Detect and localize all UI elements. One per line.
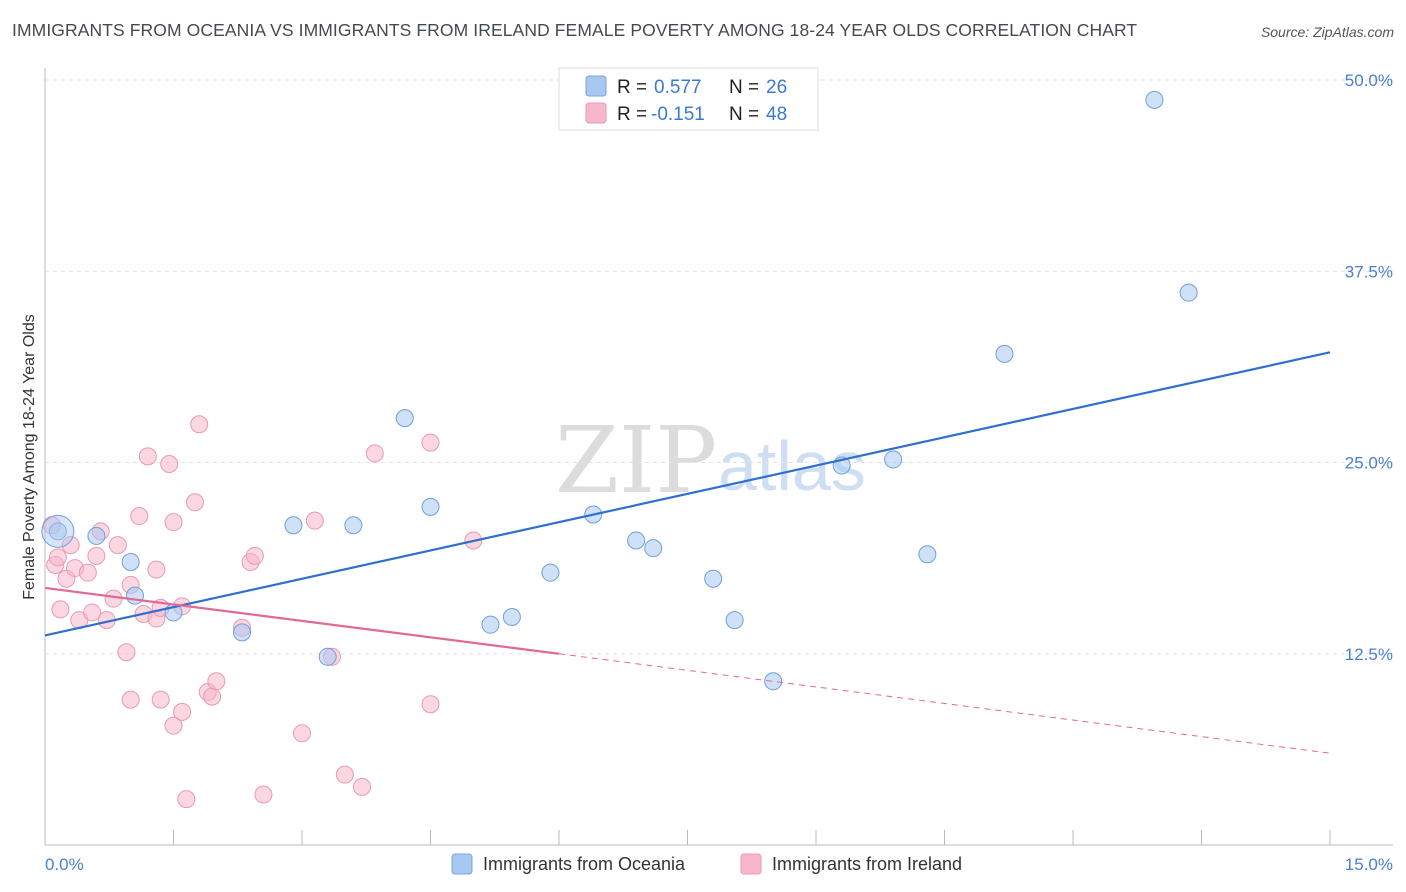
ireland-point [245, 546, 264, 565]
x-tick-label-max: 15.0% [1345, 855, 1393, 874]
oceania-point [725, 611, 744, 630]
oceania-point [284, 516, 303, 535]
oceania-point [644, 539, 663, 558]
y-tick-label: 50.0% [1345, 71, 1393, 90]
trend-lines [44, 351, 1331, 754]
legend-oceania-r-value: 0.577 [654, 77, 702, 98]
watermark-zip: ZIP [555, 407, 717, 514]
legend-oceania-n-label: N = [729, 77, 759, 98]
ireland-point [335, 765, 354, 784]
legend-ireland-n-label: N = [729, 104, 759, 125]
chart-title: IMMIGRANTS FROM OCEANIA VS IMMIGRANTS FR… [12, 20, 1138, 40]
legend-swatch-oceania [585, 75, 607, 97]
source-label: Source: ZipAtlas.com [1260, 24, 1394, 40]
ireland-point [160, 455, 179, 474]
oceania-trend-line [44, 351, 1331, 637]
ireland-point [48, 548, 67, 567]
legend-ireland-r-value: -0.151 [651, 104, 705, 125]
x-ticks [44, 830, 1331, 845]
ireland-point [164, 513, 183, 532]
oceania-point [233, 623, 252, 642]
legend-oceania-r-label: R = [617, 77, 647, 98]
ireland-point [164, 716, 183, 735]
y-tick-label: 12.5% [1345, 645, 1393, 664]
x-tick-label-min: 0.0% [45, 855, 84, 874]
oceania-points [41, 90, 1198, 691]
oceania-point [541, 563, 560, 582]
legend-swatch-ireland [585, 102, 607, 124]
legend-ireland-r-label: R = [617, 104, 647, 125]
oceania-point [918, 545, 937, 564]
oceania-point [48, 522, 67, 541]
oceania-point [1145, 90, 1164, 109]
ireland-point [254, 785, 273, 804]
ireland-point [117, 643, 136, 662]
ireland-point [108, 536, 127, 555]
ireland-point [83, 603, 102, 622]
y-tick-labels: 12.5% 25.0% 37.5% 50.0% [1345, 71, 1393, 664]
ireland-point [151, 690, 170, 709]
ireland-point [190, 415, 209, 434]
bottom-legend-swatch-oceania [451, 853, 473, 875]
ireland-point [185, 493, 204, 512]
bottom-legend-ireland: Immigrants from Ireland [772, 854, 962, 874]
bottom-legend-swatch-ireland [740, 853, 762, 875]
ireland-point [293, 724, 311, 743]
bottom-legend: Immigrants from Oceania Immigrants from … [451, 853, 962, 875]
legend-ireland-n-value: 48 [766, 104, 787, 125]
oceania-point [764, 672, 783, 691]
oceania-point [995, 344, 1014, 363]
oceania-point [1179, 283, 1198, 302]
ireland-point [421, 695, 440, 714]
oceania-point [502, 608, 521, 627]
bottom-legend-oceania: Immigrants from Oceania [483, 854, 686, 874]
ireland-point [173, 702, 192, 721]
oceania-point [344, 516, 363, 535]
ireland-point [138, 447, 157, 466]
legend-oceania-n-value: 26 [766, 77, 787, 98]
ireland-point [421, 433, 440, 452]
oceania-point [318, 647, 337, 666]
ireland-point [104, 589, 123, 608]
y-tick-label: 37.5% [1345, 262, 1393, 281]
ireland-point [61, 536, 80, 555]
oceania-point [121, 552, 140, 571]
ireland-point [51, 600, 70, 619]
oceania-point [884, 450, 903, 469]
oceania-point [125, 586, 144, 605]
ireland-point [352, 777, 371, 796]
ireland-point [305, 511, 324, 530]
ireland-point [177, 790, 196, 809]
oceania-point [421, 497, 440, 516]
watermark: ZIP atlas [555, 407, 866, 514]
ireland-point [147, 560, 166, 579]
legend: R = 0.577 N = 26 R = -0.151 N = 48 [558, 67, 819, 131]
oceania-point [395, 409, 414, 428]
oceania-point-large [41, 514, 75, 548]
oceania-point [87, 526, 106, 545]
ireland-point [121, 690, 140, 709]
ireland-point [207, 672, 226, 691]
ireland-points [42, 415, 483, 809]
ireland-trend-line-extension [558, 653, 1331, 754]
oceania-point [481, 615, 500, 634]
oceania-point [704, 569, 723, 588]
ireland-point [365, 444, 384, 463]
ireland-point [78, 563, 97, 582]
y-axis-label: Female Poverty Among 18-24 Year Olds [21, 314, 38, 600]
oceania-point [627, 531, 646, 550]
ireland-point [130, 507, 149, 526]
ireland-trend-line [44, 586, 560, 655]
ireland-point [203, 687, 222, 706]
ireland-point [87, 546, 106, 565]
y-tick-label: 25.0% [1345, 454, 1393, 473]
axes [44, 68, 1393, 846]
